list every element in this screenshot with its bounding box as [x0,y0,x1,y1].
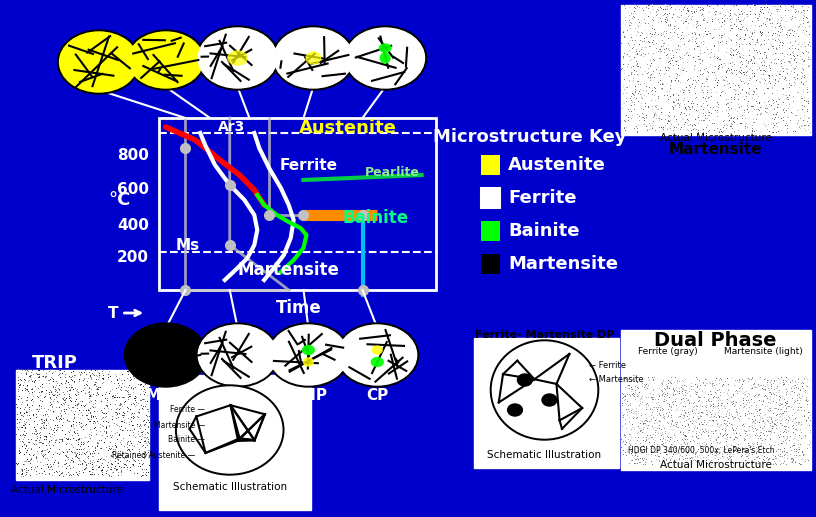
Ellipse shape [344,26,427,90]
Ellipse shape [304,358,313,366]
Bar [159,118,437,290]
Text: Actual Microstructure: Actual Microstructure [659,460,772,470]
Text: 600: 600 [117,183,149,197]
Bar [481,188,500,208]
Text: Austenite: Austenite [299,119,397,137]
Ellipse shape [125,323,207,387]
Text: °C: °C [109,191,131,209]
Ellipse shape [306,52,321,64]
Ellipse shape [492,342,596,438]
Text: Bainite: Bainite [508,222,579,240]
Ellipse shape [379,44,391,52]
Text: Ferrite- Martensite DP: Ferrite- Martensite DP [475,330,614,340]
Text: Ar3: Ar3 [218,120,246,134]
Bar [16,370,149,480]
Text: Microstructure Key: Microstructure Key [433,128,627,146]
Text: Retained Austenite —: Retained Austenite — [112,450,195,460]
Ellipse shape [372,346,382,354]
Ellipse shape [517,374,532,386]
Text: CP: CP [366,388,388,403]
Text: Ms: Ms [175,237,200,252]
Bar [621,5,811,135]
Text: TRIP: TRIP [289,388,328,403]
Bar [621,330,811,470]
Ellipse shape [197,26,279,90]
Ellipse shape [336,323,419,387]
Ellipse shape [303,345,314,355]
Text: TRIP: TRIP [32,354,78,372]
Ellipse shape [178,387,282,473]
Ellipse shape [269,325,348,385]
Ellipse shape [542,394,557,406]
Text: Pearlite: Pearlite [365,165,419,178]
Bar [473,338,619,468]
Text: Martensite —: Martensite — [154,420,205,430]
Ellipse shape [338,325,417,385]
Text: Martensite: Martensite [508,255,618,273]
Ellipse shape [490,340,599,440]
Text: Austenite: Austenite [508,156,606,174]
Ellipse shape [371,357,384,367]
Ellipse shape [508,404,522,416]
Ellipse shape [128,32,203,88]
Text: Dual Phase: Dual Phase [654,330,777,349]
Text: Actual Microstructure: Actual Microstructure [659,133,772,143]
Text: 800: 800 [118,147,149,162]
Ellipse shape [198,325,277,385]
Text: Ferrite —: Ferrite — [170,405,205,415]
Text: Ferrite: Ferrite [279,158,338,173]
Text: Actual Microstructure: Actual Microstructure [11,485,123,495]
Text: Martensite: Martensite [237,261,339,279]
Ellipse shape [274,28,353,88]
Text: Martensite (light): Martensite (light) [724,347,802,357]
Ellipse shape [197,323,279,387]
Bar [481,155,500,175]
Ellipse shape [58,30,140,94]
Ellipse shape [346,28,424,88]
Text: Schematic Illustration: Schematic Illustration [173,482,286,492]
Text: 200: 200 [117,251,149,266]
Text: Time: Time [276,299,322,317]
Ellipse shape [126,30,205,90]
Text: ← Martensite: ← Martensite [589,375,643,385]
Bar [159,375,312,510]
Bar [481,254,500,274]
Ellipse shape [228,51,247,65]
Text: DP: DP [226,388,250,403]
Text: Bainite: Bainite [342,209,408,227]
Text: 400: 400 [118,218,149,233]
Ellipse shape [380,53,390,63]
Text: T: T [108,306,118,321]
Ellipse shape [175,385,284,475]
Text: Ferrite (gray): Ferrite (gray) [637,347,698,357]
Text: Schematic Illustration: Schematic Illustration [487,450,601,460]
Text: HDGI DP 340/600, 500x, LePera's Etch: HDGI DP 340/600, 500x, LePera's Etch [628,446,774,454]
Ellipse shape [198,28,277,88]
Text: Ferrite: Ferrite [508,189,577,207]
Ellipse shape [272,26,355,90]
Text: Martensite: Martensite [669,143,762,158]
Text: Mart: Mart [145,388,186,403]
Text: ← Ferrite: ← Ferrite [589,360,626,370]
Bar [481,221,500,241]
Ellipse shape [126,325,205,385]
Ellipse shape [60,32,138,92]
Text: Bainite —: Bainite — [168,435,205,445]
Ellipse shape [267,323,350,387]
